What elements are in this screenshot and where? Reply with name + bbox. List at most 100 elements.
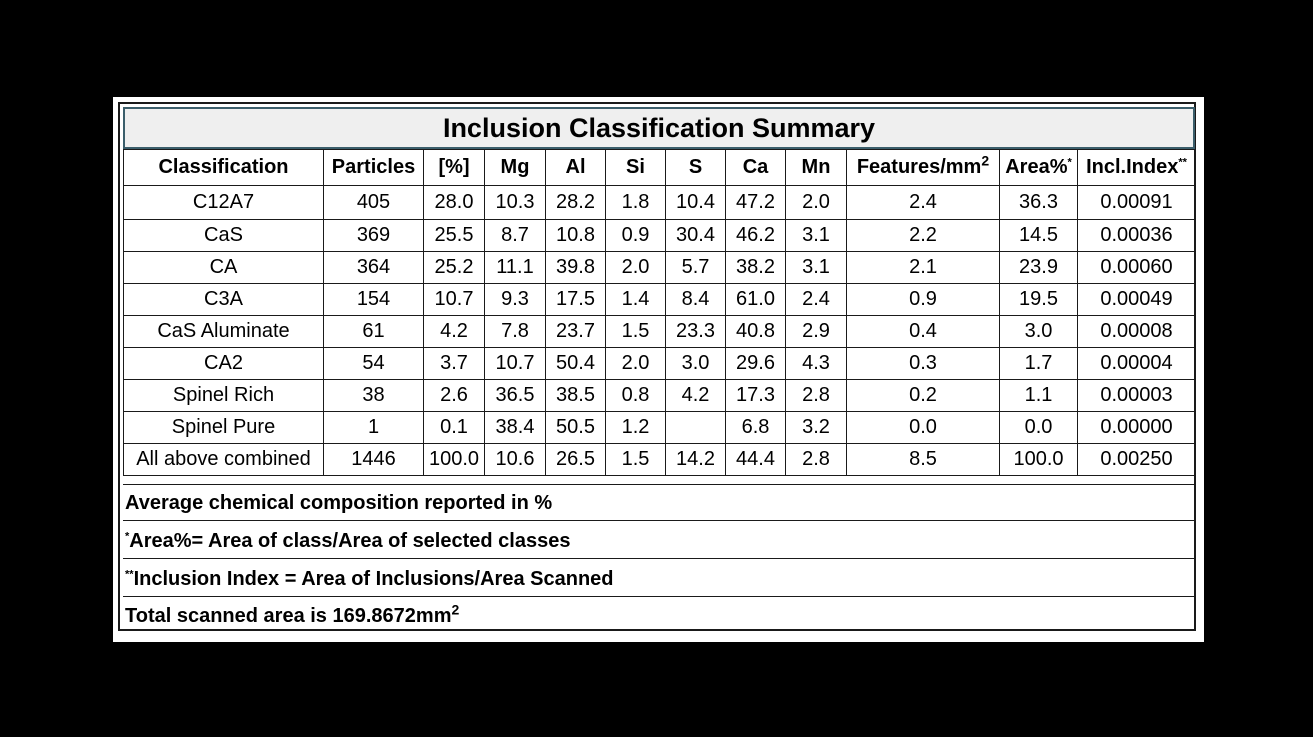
cell-mn: 2.8 [785,379,847,412]
cell-area-percent: 19.5 [999,283,1078,316]
table-title: Inclusion Classification Summary [123,107,1195,149]
cell-incl-index: 0.00003 [1077,379,1196,412]
cell-s: 3.0 [665,347,726,380]
cell-area-percent: 3.0 [999,315,1078,348]
cell-features: 0.4 [846,315,1000,348]
cell-features: 8.5 [846,443,1000,476]
total-area-text: Total scanned area is 169.8672mm [125,605,452,627]
summary-sheet: Inclusion Classification Summary Classif… [113,97,1204,642]
header-row: Classification Particles [%] Mg Al Si S … [123,149,1196,186]
cell-incl-index: 0.00008 [1077,315,1196,348]
cell-mg: 36.5 [484,379,546,412]
cell-percent: 28.0 [423,185,485,220]
cell-s: 5.7 [665,251,726,284]
cell-percent: 100.0 [423,443,485,476]
cell-al: 28.2 [545,185,606,220]
header-mn: Mn [785,149,847,186]
table-row: CA 364 25.2 11.1 39.8 2.0 5.7 38.2 3.1 2.1 23.9 0.0… [123,251,1196,284]
cell-s: 10.4 [665,185,726,220]
total-area-unit: 2 [451,601,460,618]
cell-classification: All above combined [123,443,324,476]
cell-incl-index: 0.00000 [1077,411,1196,444]
cell-ca: 6.8 [725,411,786,444]
footnote-index: **Inclusion Index = Area of Inclusions/A… [123,558,1195,596]
cell-si: 0.9 [605,219,666,252]
cell-particles: 1446 [323,443,424,476]
cell-s: 8.4 [665,283,726,316]
cell-ca: 61.0 [725,283,786,316]
cell-incl-index: 0.00060 [1077,251,1196,284]
cell-al: 50.4 [545,347,606,380]
summary-frame: Inclusion Classification Summary Classif… [118,102,1196,631]
footnote-area-mark: * [125,530,130,543]
cell-percent: 25.5 [423,219,485,252]
cell-particles: 61 [323,315,424,348]
cell-ca: 40.8 [725,315,786,348]
cell-classification: CA2 [123,347,324,380]
table-row: CaS 369 25.5 8.7 10.8 0.9 30.4 46.2 3.1 2.2 14.5 0.… [123,219,1196,252]
cell-mn: 2.4 [785,283,847,316]
cell-al: 39.8 [545,251,606,284]
cell-area-percent: 1.7 [999,347,1078,380]
cell-mn: 3.2 [785,411,847,444]
cell-particles: 154 [323,283,424,316]
cell-mn: 2.0 [785,185,847,220]
footnote-total-area: Total scanned area is 169.8672mm2 [123,596,1195,631]
cell-mn: 2.8 [785,443,847,476]
cell-s: 4.2 [665,379,726,412]
cell-features: 2.2 [846,219,1000,252]
table-row: CaS Aluminate 61 4.2 7.8 23.7 1.5 23.3 40.8 2.9 0… [123,315,1196,348]
cell-si: 0.8 [605,379,666,412]
cell-area-percent: 36.3 [999,185,1078,220]
area-note-mark: * [1067,156,1072,169]
cell-classification: Spinel Rich [123,379,324,412]
cell-features: 0.9 [846,283,1000,316]
cell-particles: 54 [323,347,424,380]
table-row: Spinel Rich 38 2.6 36.5 38.5 0.8 4.2 17.3 2.8 0.2… [123,379,1196,412]
cell-classification: C12A7 [123,185,324,220]
cell-particles: 1 [323,411,424,444]
cell-s [665,411,726,444]
cell-s: 23.3 [665,315,726,348]
cell-particles: 38 [323,379,424,412]
cell-percent: 10.7 [423,283,485,316]
cell-percent: 25.2 [423,251,485,284]
table-row: CA2 54 3.7 10.7 50.4 2.0 3.0 29.6 4.3 0.3 1.7 0.000… [123,347,1196,380]
header-ca: Ca [725,149,786,186]
cell-mn: 4.3 [785,347,847,380]
cell-si: 2.0 [605,251,666,284]
features-unit-superscript: 2 [981,152,990,169]
header-area-label: Area% [1005,156,1068,178]
cell-mg: 38.4 [484,411,546,444]
cell-classification: CaS [123,219,324,252]
cell-area-percent: 23.9 [999,251,1078,284]
header-classification: Classification [123,149,324,186]
cell-classification: C3A [123,283,324,316]
cell-particles: 405 [323,185,424,220]
cell-mg: 7.8 [484,315,546,348]
index-note-mark: ** [1178,156,1187,169]
cell-features: 0.3 [846,347,1000,380]
footnote-area-text: Area%= Area of class/Area of selected cl… [129,530,571,552]
cell-percent: 0.1 [423,411,485,444]
cell-area-percent: 1.1 [999,379,1078,412]
cell-si: 1.8 [605,185,666,220]
cell-area-percent: 100.0 [999,443,1078,476]
cell-incl-index: 0.00036 [1077,219,1196,252]
cell-al: 38.5 [545,379,606,412]
cell-particles: 364 [323,251,424,284]
cell-ca: 38.2 [725,251,786,284]
cell-mg: 11.1 [484,251,546,284]
cell-si: 1.5 [605,315,666,348]
cell-si: 1.5 [605,443,666,476]
cell-incl-index: 0.00049 [1077,283,1196,316]
cell-percent: 4.2 [423,315,485,348]
cell-percent: 3.7 [423,347,485,380]
cell-mg: 10.3 [484,185,546,220]
cell-features: 2.1 [846,251,1000,284]
cell-classification: Spinel Pure [123,411,324,444]
header-incl-index: Incl.Index** [1077,149,1196,186]
cell-s: 30.4 [665,219,726,252]
cell-mg: 10.7 [484,347,546,380]
cell-ca: 29.6 [725,347,786,380]
